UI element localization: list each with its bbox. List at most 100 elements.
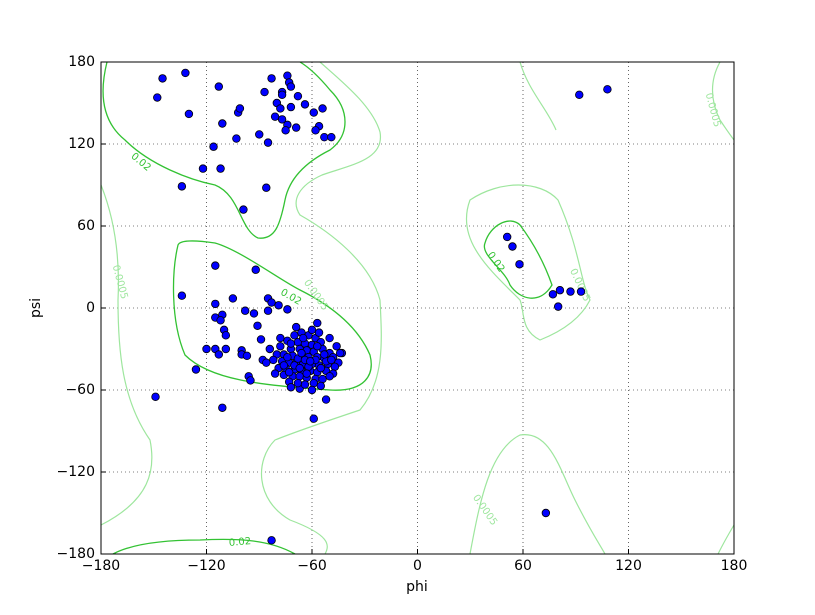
point [263, 138, 273, 147]
y-tick-label: −60 [65, 382, 95, 398]
point [515, 260, 524, 269]
point [284, 368, 294, 377]
point [297, 348, 306, 358]
point [214, 350, 224, 359]
point [218, 403, 227, 412]
point [335, 348, 345, 358]
point [249, 309, 259, 318]
point [276, 333, 285, 343]
point [235, 104, 245, 113]
point [211, 299, 220, 309]
point [265, 344, 274, 354]
contour [469, 62, 734, 554]
point [286, 339, 296, 348]
point [313, 318, 322, 328]
point [603, 85, 612, 94]
point [262, 358, 271, 367]
point [548, 290, 558, 299]
point [313, 342, 322, 351]
point [327, 355, 336, 365]
x-tick-label: 60 [514, 558, 532, 574]
point [277, 115, 287, 124]
point [191, 365, 201, 374]
x-tick-label: −120 [187, 558, 225, 574]
contour-label: 0.02 [485, 250, 507, 275]
contour [483, 220, 553, 299]
point [221, 344, 231, 354]
point [209, 142, 218, 151]
point [184, 109, 194, 119]
point [251, 265, 260, 274]
point [502, 232, 512, 242]
contours [101, 62, 734, 554]
point [293, 378, 303, 388]
point [218, 119, 227, 128]
point [299, 333, 308, 343]
point [295, 363, 304, 373]
point [295, 372, 304, 381]
point [239, 205, 248, 214]
point [214, 82, 224, 91]
x-axis-label: phi [406, 579, 428, 595]
point [240, 306, 250, 315]
point [158, 74, 167, 83]
point [318, 374, 327, 384]
point [177, 291, 187, 300]
point [307, 385, 317, 395]
point [198, 164, 208, 173]
x-tick-label: 120 [615, 558, 642, 574]
point [309, 378, 318, 388]
point [277, 90, 287, 99]
point [553, 302, 563, 311]
point [246, 376, 255, 385]
point [283, 71, 292, 80]
point [232, 134, 241, 143]
point [283, 353, 292, 362]
point [263, 306, 273, 315]
point [283, 305, 292, 314]
contour [101, 184, 153, 526]
point [307, 325, 317, 335]
point [242, 351, 252, 361]
point [318, 104, 327, 113]
point [286, 383, 296, 392]
contour [172, 240, 372, 391]
point [267, 298, 276, 307]
point [314, 328, 324, 337]
point [316, 381, 325, 391]
point [555, 286, 565, 295]
point [216, 316, 225, 325]
contour-label: 0.0005 [567, 267, 592, 303]
point [255, 130, 264, 139]
points [151, 68, 612, 545]
contour-label: 0.0005 [703, 92, 723, 129]
point [153, 93, 162, 102]
y-axis-label: psi [28, 298, 44, 318]
point [330, 362, 340, 371]
point [306, 357, 315, 366]
point [302, 369, 311, 378]
point [325, 372, 334, 381]
grid [100, 61, 735, 555]
point [300, 100, 310, 109]
y-tick-label: −120 [57, 464, 95, 480]
x-tick-label: 180 [721, 558, 748, 574]
point [177, 182, 187, 191]
contour-label: 0.02 [129, 151, 153, 174]
point [291, 322, 301, 332]
y-tick-label: 180 [68, 54, 95, 70]
point [286, 102, 296, 112]
point [508, 242, 517, 251]
point [269, 355, 278, 365]
point [320, 132, 329, 142]
point [216, 164, 225, 173]
contour-label: 0.02 [228, 536, 251, 549]
point [327, 132, 336, 142]
point [256, 335, 266, 344]
contour [465, 62, 591, 341]
x-tick-label: 0 [413, 558, 422, 574]
point [291, 123, 301, 132]
point [281, 126, 290, 135]
point [566, 287, 575, 296]
contour-label: 0.0005 [301, 278, 330, 313]
